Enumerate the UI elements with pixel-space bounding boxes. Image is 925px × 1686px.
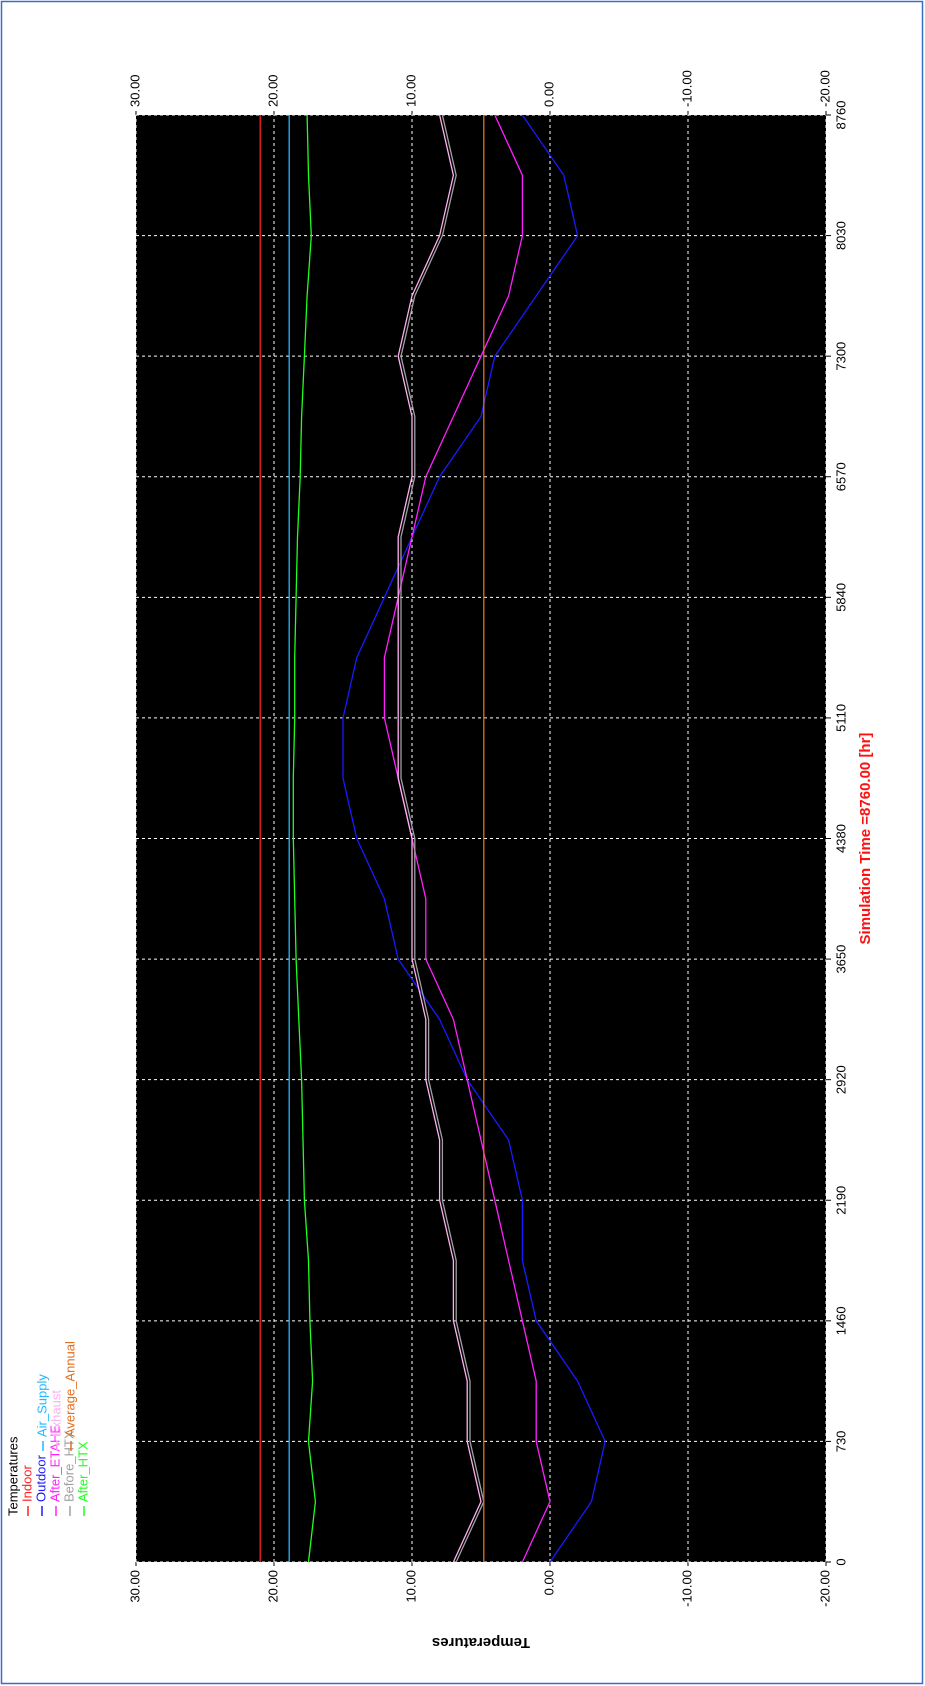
- y2-tick-label: 0.00: [541, 82, 556, 107]
- y2-tick-label: 20.00: [265, 74, 280, 107]
- legend-label: Indoor: [19, 1464, 34, 1502]
- x-tick-label: 0: [833, 1558, 848, 1565]
- legend-label: After_ETAHE: [47, 1425, 62, 1502]
- legend-label: Outdoor: [33, 1454, 48, 1502]
- x-tick-label: 5840: [833, 583, 848, 612]
- series-line: [342, 114, 606, 1563]
- x-tick-label: 5110: [833, 704, 848, 732]
- x-tick-label: 1460: [833, 1306, 848, 1335]
- legend-label: Average_Annual: [62, 1341, 77, 1437]
- series-line: [397, 114, 482, 1563]
- legend-label: After_HTX: [75, 1441, 90, 1502]
- y-tick-label: -20.00: [817, 1570, 832, 1607]
- x-tick-label: 2920: [833, 1065, 848, 1094]
- rotated-chart: -20.00 -20.00 -10.00 -10.00 0.00 0.00 10.00 10.…: [5, 70, 874, 1651]
- legend-label: Air_Supply: [34, 1374, 49, 1437]
- legend-label: Before_HTX: [61, 1430, 76, 1502]
- series-line: [400, 114, 485, 1563]
- legend-label: Exhaust: [48, 1390, 63, 1437]
- x-tick-label: 4380: [833, 824, 848, 853]
- y2-tick-label: -10.00: [679, 70, 694, 107]
- y-tick-label: -10.00: [679, 1570, 694, 1607]
- x-tick-label: 6570: [833, 462, 848, 491]
- chart-title: Temperatures: [5, 1436, 20, 1516]
- y2-tick-label: 30.00: [127, 74, 142, 107]
- y2-tick-label: -20.00: [817, 70, 832, 107]
- y2-tick-label: 10.00: [403, 74, 418, 107]
- x-tick-label: 2190: [833, 1186, 848, 1215]
- x-tick-label: 8030: [833, 221, 848, 250]
- y-tick-label: 10.00: [403, 1570, 418, 1603]
- y-axis-title: Temperatures: [432, 1634, 530, 1651]
- y-tick-label: 20.00: [265, 1570, 280, 1603]
- y-tick-label: 30.00: [127, 1570, 142, 1603]
- series-line: [292, 114, 317, 1563]
- x-tick-label: 7300: [833, 342, 848, 371]
- x-tick-label: 3650: [833, 945, 848, 974]
- x-tick-label: 730: [833, 1431, 848, 1453]
- y-tick-label: 0.00: [541, 1570, 556, 1595]
- x-tick-label: 8760: [833, 101, 848, 130]
- x-axis-title: Simulation Time =8760.00 [hr]: [857, 733, 874, 945]
